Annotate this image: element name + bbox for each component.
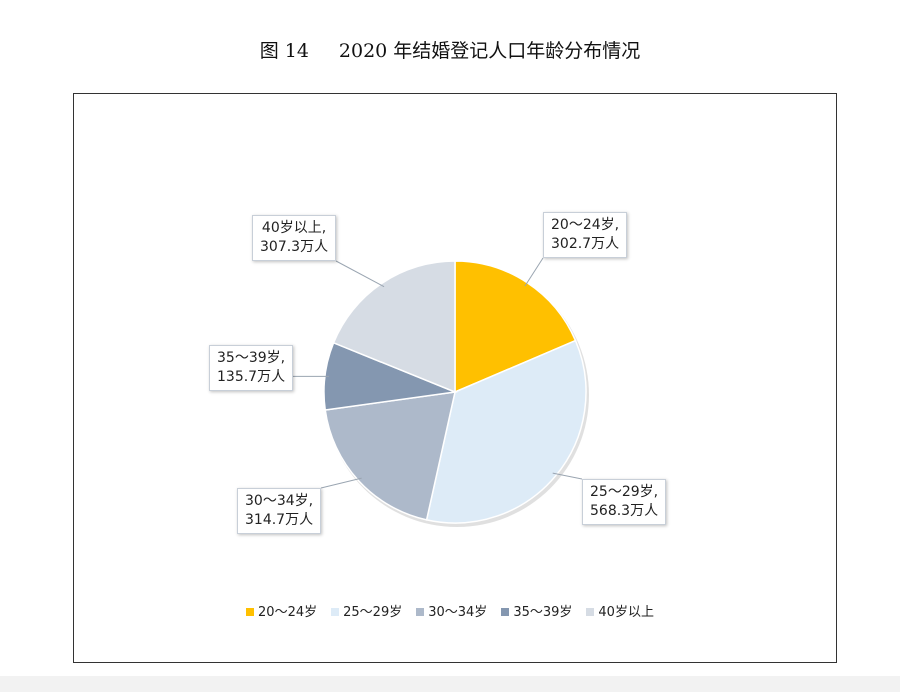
data-label: 25～29岁, 568.3万人 — [582, 479, 667, 525]
data-label: 20～24岁, 302.7万人 — [543, 212, 628, 258]
legend: 20～24岁 25～29岁 30～34岁 35～39岁 40岁以上 — [0, 601, 900, 620]
legend-item: 40岁以上 — [586, 601, 654, 620]
pie-slice — [324, 391, 456, 521]
legend-swatch — [501, 608, 510, 616]
data-label-category: 40岁以上, — [261, 220, 327, 236]
leader-line — [335, 260, 385, 288]
data-label: 35～39岁, 135.7万人 — [209, 345, 294, 391]
leader-line — [552, 472, 583, 480]
legend-item: 20～24岁 — [246, 601, 317, 620]
legend-label: 40岁以上 — [598, 605, 654, 620]
legend-swatch — [246, 608, 255, 616]
leader-line — [320, 477, 362, 489]
legend-label: 30～34岁 — [428, 605, 488, 620]
legend-swatch — [416, 608, 425, 616]
figure-title: 图 14 2020 年结婚登记人口年龄分布情况 — [0, 36, 900, 63]
data-label: 30～34岁, 314.7万人 — [237, 488, 322, 534]
page-bottom-band — [0, 676, 900, 692]
legend-swatch — [331, 608, 340, 616]
data-label-value: 314.7万人 — [245, 512, 314, 528]
data-label-category: 20～24岁, — [551, 217, 620, 233]
pie-slice — [332, 260, 456, 394]
leader-line — [524, 257, 544, 287]
legend-swatch — [586, 608, 595, 616]
data-label-value: 135.7万人 — [217, 369, 286, 385]
legend-item: 25～29岁 — [331, 601, 402, 620]
legend-label: 25～29岁 — [343, 605, 403, 620]
data-label-value: 307.3万人 — [260, 239, 329, 255]
legend-item: 35～39岁 — [501, 601, 572, 620]
data-label: 40岁以上, 307.3万人 — [252, 215, 337, 261]
legend-label: 20～24岁 — [258, 605, 318, 620]
legend-label: 35～39岁 — [513, 605, 573, 620]
data-label-category: 25～29岁, — [590, 484, 659, 500]
legend-item: 30～34岁 — [416, 601, 487, 620]
data-label-category: 30～34岁, — [245, 493, 314, 509]
figure-number: 图 14 — [259, 40, 309, 62]
pie-slice — [425, 339, 587, 524]
chart-title: 2020 年结婚登记人口年龄分布情况 — [338, 40, 641, 62]
data-label-value: 568.3万人 — [590, 503, 659, 519]
data-label-value: 302.7万人 — [551, 236, 620, 252]
data-label-category: 35～39岁, — [217, 350, 286, 366]
